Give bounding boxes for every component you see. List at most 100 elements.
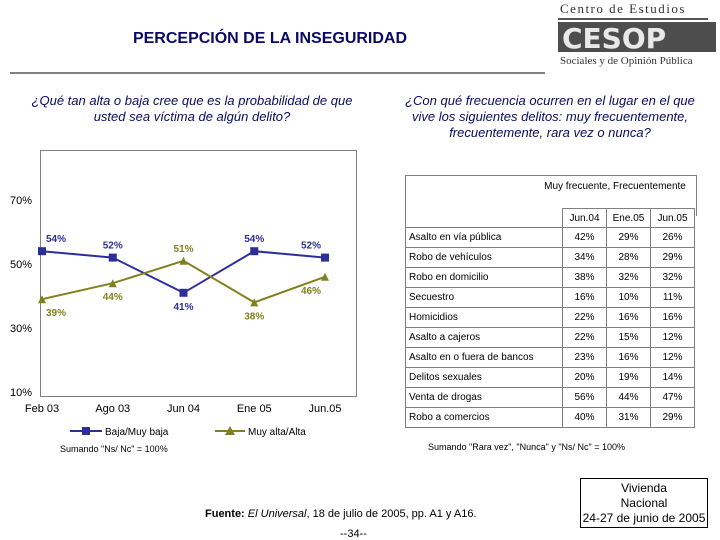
row-label: Asalto en o fuera de bancos <box>405 347 563 368</box>
risk-perception-line-chart: 10% 30% 50% 70% Feb 03 Ago 03 Jun 04 Ene 05 Jun… <box>10 195 342 415</box>
title-divider <box>10 72 545 74</box>
row-label: Robo a comercios <box>405 407 563 428</box>
survey-info-box: Vivienda Nacional 24-27 de junio de 2005 <box>580 478 708 528</box>
logo-top-text: Centro de Estudios <box>560 1 686 16</box>
table-row: Delitos sexuales 20% 19% 14% <box>405 367 695 388</box>
row-value: 12% <box>650 327 695 348</box>
row-value: 15% <box>606 327 651 348</box>
row-value: 10% <box>606 287 651 308</box>
x-tick-label: Ago 03 <box>95 403 130 415</box>
data-label: 38% <box>244 311 264 322</box>
data-label: 44% <box>103 292 123 303</box>
data-point <box>321 272 329 281</box>
survey-type: Vivienda <box>621 481 667 495</box>
table-row: Secuestro 16% 10% 11% <box>405 287 695 308</box>
chart-legend: Baja/Muy baja Muy alta/Alta <box>70 426 306 438</box>
row-label: Asalto a cajeros <box>405 327 563 348</box>
data-point <box>250 298 259 307</box>
row-value: 47% <box>650 387 695 408</box>
row-value: 22% <box>562 327 607 348</box>
row-value: 20% <box>562 367 607 388</box>
row-value: 34% <box>562 247 607 268</box>
x-tick-label: Jun.05 <box>308 403 341 415</box>
left-chart-note: Sumando "Ns/ Nc" = 100% <box>60 444 168 454</box>
data-label: 39% <box>46 308 66 319</box>
row-value: 32% <box>606 267 651 288</box>
row-value: 16% <box>650 307 695 328</box>
y-tick-label: 70% <box>10 195 32 207</box>
table-row: Asalto en vía pública 42% 29% 26% <box>405 227 695 248</box>
row-label: Robo en domicilio <box>405 267 563 288</box>
row-label: Asalto en vía pública <box>405 227 563 248</box>
row-value: 23% <box>562 347 607 368</box>
table-row: Venta de drogas 56% 44% 47% <box>405 387 695 408</box>
page-number: --34-- <box>340 528 367 540</box>
row-value: 38% <box>562 267 607 288</box>
legend-label-high: Muy alta/Alta <box>248 427 306 438</box>
x-tick-label: Ene 05 <box>237 403 272 415</box>
y-tick-label: 50% <box>10 259 32 271</box>
data-point <box>108 279 117 288</box>
data-point <box>250 247 259 256</box>
data-label: 46% <box>301 286 321 297</box>
survey-scope: Nacional <box>620 496 668 510</box>
row-label: Delitos sexuales <box>405 367 563 388</box>
data-point <box>179 288 188 297</box>
row-value: 11% <box>650 287 695 308</box>
legend-marker-high <box>225 426 235 435</box>
crime-frequency-table: Jun.04 Ene.05 Jun.05 Asalto en vía públi… <box>405 208 695 428</box>
row-value: 16% <box>606 307 651 328</box>
row-value: 44% <box>606 387 651 408</box>
data-label: 52% <box>301 241 321 252</box>
legend-marker-low <box>82 427 90 435</box>
data-point <box>108 253 117 262</box>
column-header: Ene.05 <box>606 208 651 228</box>
row-value: 12% <box>650 347 695 368</box>
data-label: 52% <box>103 241 123 252</box>
row-value: 19% <box>606 367 651 388</box>
data-point <box>321 253 329 262</box>
row-label: Robo de vehículos <box>405 247 563 268</box>
page-title: PERCEPCIÓN DE LA INSEGURIDAD <box>132 30 408 47</box>
row-value: 42% <box>562 227 607 248</box>
source-detail: , 18 de julio de 2005, pp. A1 y A16. <box>306 508 477 520</box>
table-header-blank <box>405 208 563 228</box>
source-publication: El Universal <box>247 508 307 520</box>
row-value: 16% <box>562 287 607 308</box>
row-value: 22% <box>562 307 607 328</box>
row-value: 14% <box>650 367 695 388</box>
table-row: Homicidios 22% 16% 16% <box>405 307 695 328</box>
row-value: 16% <box>606 347 651 368</box>
column-header: Jun.05 <box>650 208 695 228</box>
chart-frame <box>40 150 357 397</box>
survey-dates: 24-27 de junio de 2005 <box>582 511 706 525</box>
table-header-label: Muy frecuente, Frecuentemente <box>544 181 686 192</box>
row-value: 29% <box>606 227 651 248</box>
data-point <box>38 247 46 256</box>
row-value: 40% <box>562 407 607 428</box>
data-label: 51% <box>173 244 193 255</box>
row-label: Homicidios <box>405 307 563 328</box>
row-value: 31% <box>606 407 651 428</box>
table-row: Robo en domicilio 38% 32% 32% <box>405 267 695 288</box>
row-value: 56% <box>562 387 607 408</box>
x-tick-label: Feb 03 <box>25 403 59 415</box>
table-row: Robo a comercios 40% 31% 29% <box>405 407 695 428</box>
column-header: Jun.04 <box>562 208 607 228</box>
right-table-note: Sumando "Rara vez", "Nunca" y "Ns/ Nc" =… <box>428 442 626 452</box>
source-citation: Fuente: El Universal, 18 de julio de 200… <box>205 508 535 520</box>
table-row: Robo de vehículos 34% 28% 29% <box>405 247 695 268</box>
data-point <box>38 295 46 304</box>
logo-mark-text: CESOP <box>562 22 666 55</box>
y-tick-label: 30% <box>10 323 32 335</box>
table-row: Asalto en o fuera de bancos 23% 16% 12% <box>405 347 695 368</box>
logo-mark-background <box>558 22 716 52</box>
data-label: 54% <box>244 234 264 245</box>
data-label: 41% <box>173 302 193 313</box>
row-value: 26% <box>650 227 695 248</box>
data-label: 54% <box>46 234 66 245</box>
x-tick-label: Jun 04 <box>167 403 200 415</box>
right-question: ¿Con qué frecuencia ocurren en el lugar … <box>405 93 695 140</box>
y-tick-label: 10% <box>10 387 32 399</box>
legend-label-low: Baja/Muy baja <box>105 427 169 438</box>
